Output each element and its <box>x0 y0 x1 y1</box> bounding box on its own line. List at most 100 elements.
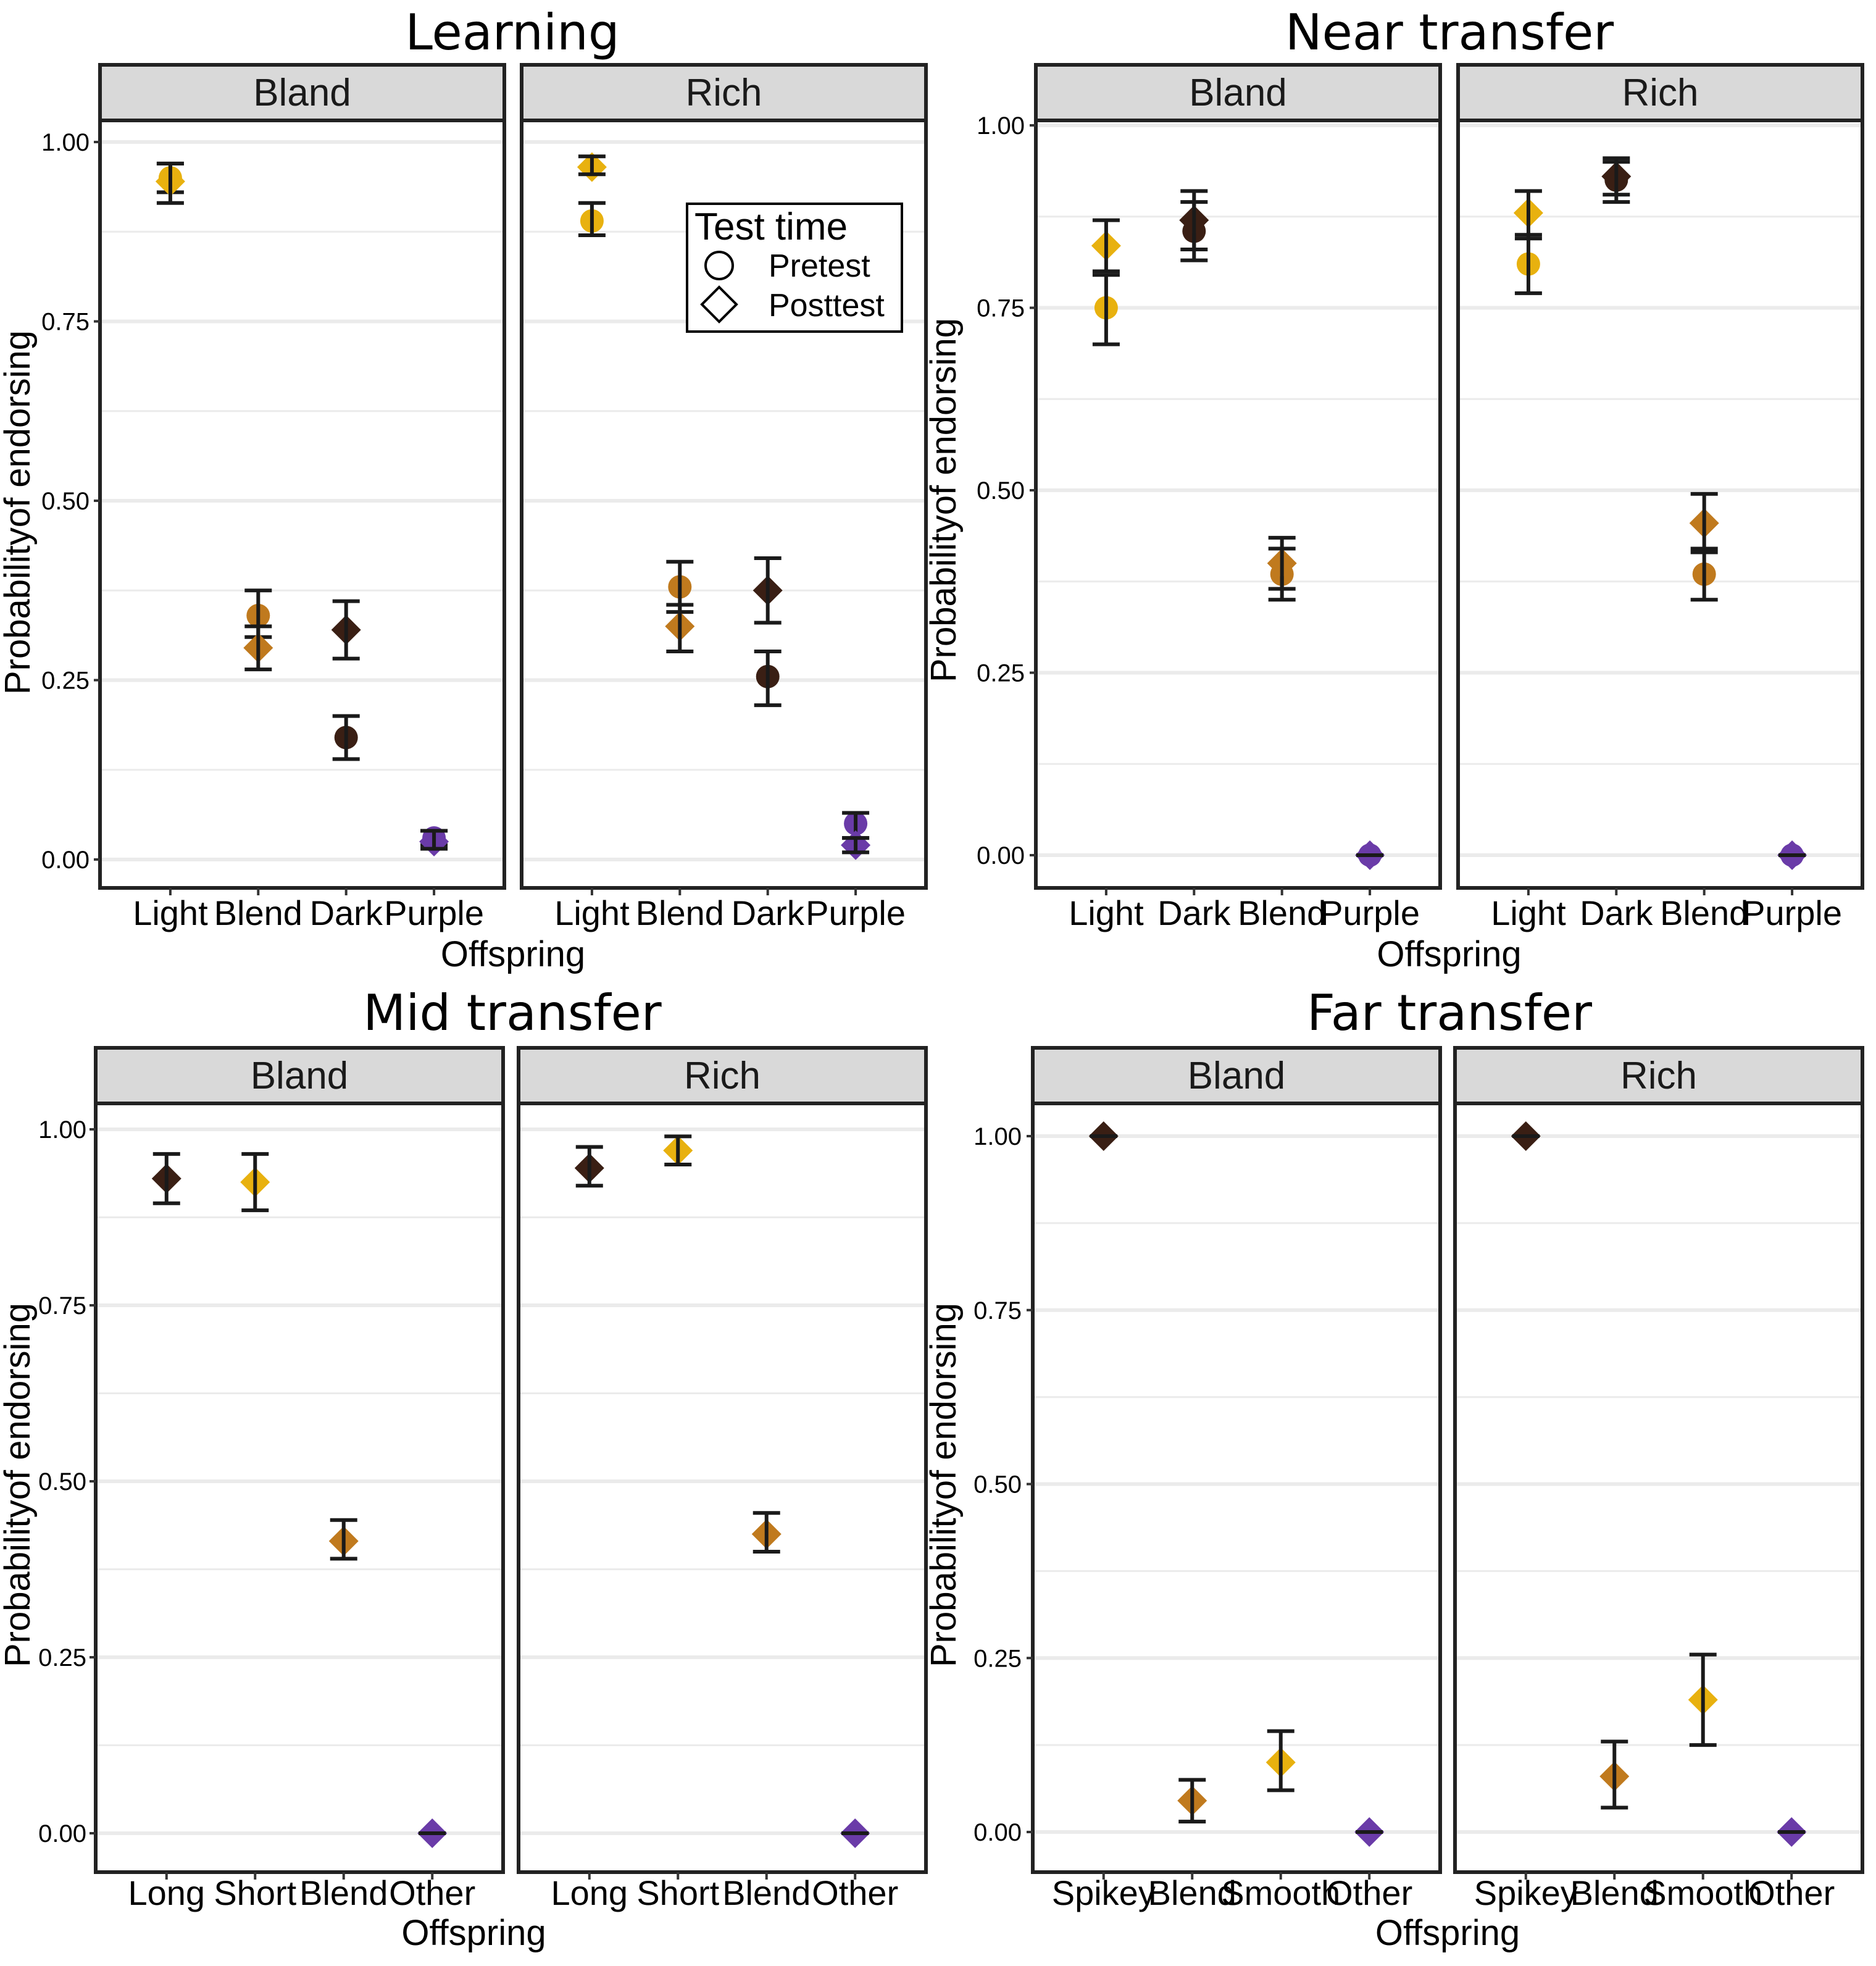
y-tick-label: 0.00 <box>41 847 90 874</box>
error-bar <box>842 836 870 855</box>
x-tick-label: Purple <box>806 893 906 932</box>
y-tick-label: 0.75 <box>41 309 90 336</box>
error-bar <box>578 201 606 238</box>
legend-item-posttest: Posttest <box>769 288 885 324</box>
panel-border <box>1034 119 1442 890</box>
panel-border <box>1453 1102 1864 1874</box>
series-posttest <box>574 1134 870 1848</box>
panel-bland: Bland <box>1027 1046 1442 1880</box>
panel-border <box>520 119 928 890</box>
y-tick-label: 1.00 <box>973 1123 1022 1150</box>
y-tick-label: 0.25 <box>38 1644 86 1671</box>
x-tick-label: Other <box>389 1873 475 1912</box>
series-posttest <box>577 152 871 860</box>
series-posttest <box>151 1152 448 1848</box>
x-tick-label: Dark <box>1580 893 1653 932</box>
x-tick-label: Purple <box>1320 893 1420 932</box>
series-pretest <box>578 201 870 840</box>
y-tick-label: 0.00 <box>973 1819 1022 1846</box>
x-tick-label: Smooth <box>1643 1873 1762 1912</box>
legend-posttest-diamond-icon <box>700 285 738 324</box>
error-bar <box>1514 189 1542 241</box>
x-tick-label: Blend <box>1148 1873 1236 1912</box>
error-bar <box>664 1134 692 1166</box>
y-axis-title: Probabilityof endorsing <box>923 1303 964 1667</box>
chart-title: Learning <box>405 4 619 61</box>
error-bar <box>1267 1729 1294 1792</box>
x-tick-label: Spikey <box>1474 1873 1578 1912</box>
x-tick-label: Dark <box>732 893 805 932</box>
chart-near-transfer: Near transfer 0.00 0.25 0.50 0.75 1.00 Probabi… <box>923 4 1864 974</box>
error-bar <box>241 1152 269 1213</box>
facet-label: Bland <box>253 72 351 114</box>
series-posttest <box>155 161 449 856</box>
y-tick-label: 1.00 <box>38 1116 86 1144</box>
x-tick-label: Blend <box>1660 893 1748 932</box>
panel-bland: Bland <box>90 1046 505 1880</box>
x-tick-label: Dark <box>310 893 383 932</box>
panel-border <box>517 1102 928 1874</box>
error-bar <box>1178 1778 1206 1824</box>
facet-strip <box>1031 1046 1442 1105</box>
x-tick-label: Blend <box>1570 1873 1659 1912</box>
legend-item-pretest: Pretest <box>769 248 870 284</box>
facet-label: Rich <box>685 72 762 114</box>
error-bar <box>1268 535 1296 591</box>
facet-strip <box>1034 63 1442 122</box>
facet-label: Rich <box>1622 72 1698 114</box>
x-tick-label: Short <box>636 1873 719 1912</box>
panel-border <box>1031 1102 1442 1874</box>
panel-background <box>1458 120 1862 888</box>
error-bar <box>420 829 448 851</box>
error-bar <box>752 1511 780 1554</box>
facet-label: Rich <box>1620 1055 1697 1097</box>
y-axis-title: Probabilityof endorsing <box>923 318 964 682</box>
x-axis-title: Offspring <box>1377 934 1521 974</box>
error-bar <box>575 1145 603 1188</box>
panel-border <box>94 1102 505 1874</box>
x-tick-label: Short <box>214 1873 296 1912</box>
error-bar <box>1092 273 1120 346</box>
panel-background <box>519 1103 926 1872</box>
y-tick-label: 0.50 <box>977 477 1025 504</box>
panel-rich: Rich <box>520 63 928 895</box>
y-tick-label: 0.75 <box>977 295 1025 322</box>
x-tick-label: Dark <box>1157 893 1231 932</box>
panel-background <box>1033 1103 1440 1872</box>
y-tick-label: 0.75 <box>973 1297 1022 1324</box>
facet-strip <box>520 63 928 122</box>
x-tick-label: Blend <box>722 1873 811 1912</box>
error-bar <box>578 154 606 177</box>
error-bar <box>1689 1652 1717 1747</box>
error-bar <box>330 1518 357 1561</box>
series-posttest <box>1513 156 1807 870</box>
chart-learning: Learning 0.00 0.25 0.50 0.75 1.00 Probabilityo… <box>0 4 928 974</box>
x-tick-label: Light <box>1491 893 1566 932</box>
error-bar <box>156 161 184 205</box>
error-bar <box>152 1152 180 1205</box>
x-tick-label: Other <box>1748 1873 1835 1912</box>
panel-bland: Bland <box>94 63 506 895</box>
facet-label: Bland <box>1189 72 1287 114</box>
y-axis-title: Probabilityof endorsing <box>0 330 38 695</box>
facet-label: Bland <box>1188 1055 1286 1097</box>
error-bar <box>1601 1739 1628 1810</box>
chart-title: Near transfer <box>1285 4 1614 61</box>
x-tick-label: Smooth <box>1221 1873 1340 1912</box>
error-bar <box>244 624 272 672</box>
x-tick-label: Other <box>1326 1873 1412 1912</box>
x-tick-label: Light <box>554 893 630 932</box>
y-tick-label: 0.00 <box>977 842 1025 869</box>
error-bar <box>332 599 360 661</box>
x-axis-title: Offspring <box>401 1913 546 1953</box>
legend-title: Test time <box>694 206 848 248</box>
y-tick-label: 0.25 <box>973 1645 1022 1672</box>
series-posttest <box>1088 1121 1385 1847</box>
panel-background <box>96 1103 503 1872</box>
facet-label: Rich <box>684 1055 761 1097</box>
y-tick-label: 1.00 <box>41 129 90 156</box>
y-tick-label: 0.50 <box>973 1471 1022 1499</box>
x-tick-label: Purple <box>384 893 484 932</box>
panel-background <box>1036 120 1440 888</box>
